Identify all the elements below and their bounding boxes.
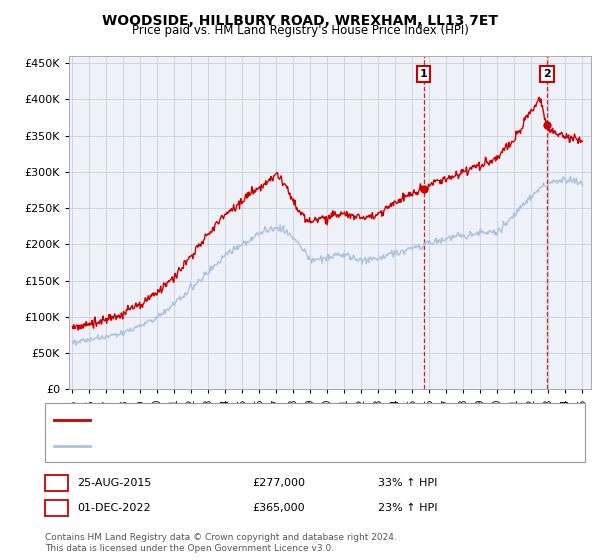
Text: WOODSIDE, HILLBURY ROAD, WREXHAM, LL13 7ET (detached house): WOODSIDE, HILLBURY ROAD, WREXHAM, LL13 7… [97,414,456,424]
Text: 1: 1 [419,69,427,79]
Text: 2: 2 [53,503,60,513]
Text: Price paid vs. HM Land Registry's House Price Index (HPI): Price paid vs. HM Land Registry's House … [131,24,469,36]
Text: 25-AUG-2015: 25-AUG-2015 [77,478,151,488]
Text: HPI: Average price, detached house, Wrexham: HPI: Average price, detached house, Wrex… [97,441,340,451]
Text: £277,000: £277,000 [252,478,305,488]
Text: 23% ↑ HPI: 23% ↑ HPI [378,503,437,513]
Text: 1: 1 [53,478,60,488]
Text: 2: 2 [543,69,551,79]
Text: £365,000: £365,000 [252,503,305,513]
Text: Contains HM Land Registry data © Crown copyright and database right 2024.
This d: Contains HM Land Registry data © Crown c… [45,533,397,553]
Text: 01-DEC-2022: 01-DEC-2022 [77,503,151,513]
Text: 33% ↑ HPI: 33% ↑ HPI [378,478,437,488]
Text: WOODSIDE, HILLBURY ROAD, WREXHAM, LL13 7ET: WOODSIDE, HILLBURY ROAD, WREXHAM, LL13 7… [102,14,498,28]
